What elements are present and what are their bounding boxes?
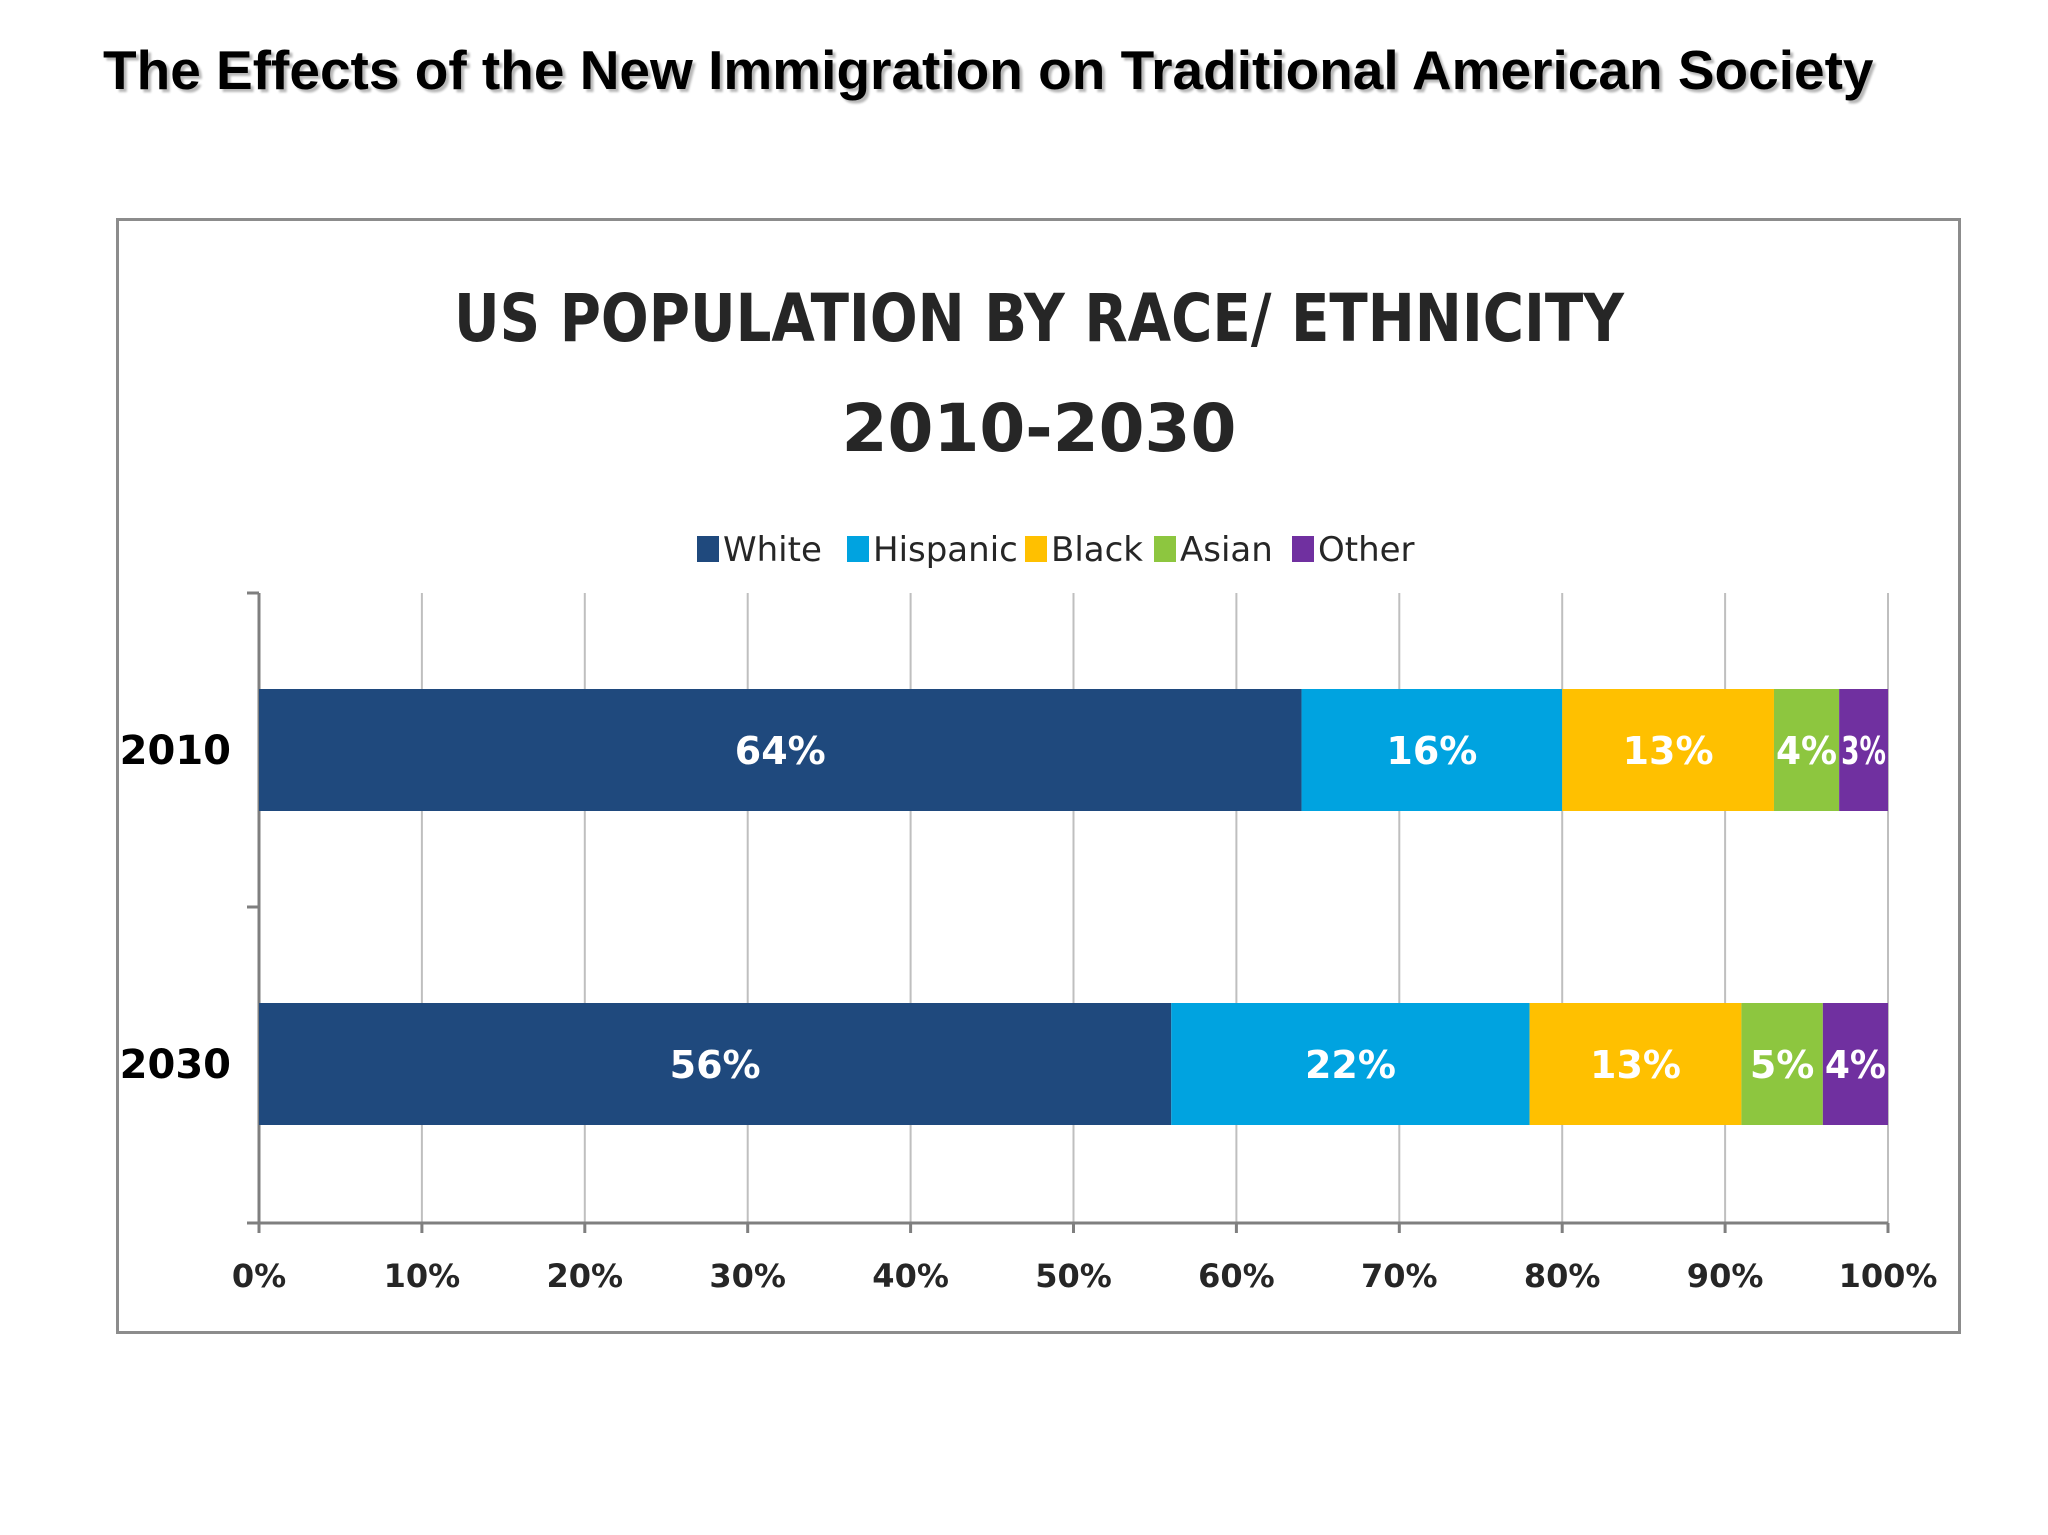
bar-segment xyxy=(259,689,1302,811)
x-tick-label: 90% xyxy=(1687,1257,1764,1295)
bar-segment xyxy=(1562,689,1774,811)
x-tick-label: 20% xyxy=(547,1257,624,1295)
bars: 64% 16% 13% 4% 3%56% 22% 13% 5% 4% xyxy=(259,689,1888,1125)
data-label: 13% xyxy=(1590,1043,1681,1087)
chart-title: US POPULATION BY RACE/ ETHNICITY xyxy=(454,280,1625,357)
legend-swatch xyxy=(697,536,719,562)
legend-label: Other xyxy=(1318,530,1415,570)
x-tick-label: 30% xyxy=(709,1257,786,1295)
bar-segment xyxy=(1773,689,1840,811)
data-label: 16% xyxy=(1386,729,1477,773)
x-tick-label: 100% xyxy=(1839,1257,1938,1295)
bar-segment xyxy=(1839,689,1888,811)
legend-swatch xyxy=(1025,536,1047,562)
category-labels: 2010 2030 xyxy=(120,728,231,1088)
data-label: 13% xyxy=(1623,729,1714,773)
bar-segment xyxy=(259,1003,1172,1125)
x-tick-label: 60% xyxy=(1198,1257,1275,1295)
legend-swatch xyxy=(1292,536,1314,562)
data-label: 5% xyxy=(1750,1043,1815,1087)
legend-swatch xyxy=(1154,536,1176,562)
data-label: 56% xyxy=(670,1043,761,1087)
x-tick-labels: 0% 10% 20% 30% 40% 50% 60% 70% 80% 90% 100% xyxy=(232,1257,1938,1295)
x-tick-label: 0% xyxy=(232,1257,286,1295)
gridlines xyxy=(420,593,1889,1223)
chart-frame: US POPULATION BY RACE/ ETHNICITY 2010-20… xyxy=(116,218,1961,1334)
x-tick-label: 80% xyxy=(1524,1257,1601,1295)
legend-label: Black xyxy=(1051,530,1143,570)
slide-title: The Effects of the New Immigration on Tr… xyxy=(103,39,1874,101)
data-label: 3% xyxy=(1841,729,1886,773)
legend-label: Asian xyxy=(1180,530,1273,570)
stacked-bar-chart: US POPULATION BY RACE/ ETHNICITY 2010-20… xyxy=(120,280,1938,1295)
bar-segment xyxy=(1529,1003,1742,1125)
data-label: 4% xyxy=(1776,729,1837,773)
chart-subtitle: 2010-2030 xyxy=(842,390,1237,467)
data-label: 22% xyxy=(1305,1043,1396,1087)
legend-swatch xyxy=(847,536,869,562)
data-label: 64% xyxy=(735,729,826,773)
x-tick-label: 10% xyxy=(384,1257,461,1295)
bar-segment xyxy=(1822,1003,1888,1125)
bar-segment xyxy=(1741,1003,1823,1125)
legend-label: Hispanic xyxy=(873,530,1018,570)
x-tick-label: 50% xyxy=(1035,1257,1112,1295)
x-tick-label: 70% xyxy=(1361,1257,1438,1295)
category-label: 2010 xyxy=(120,728,231,774)
category-label: 2030 xyxy=(120,1042,231,1088)
chart-legend: White Hispanic Black Asian Other xyxy=(697,530,1415,570)
bar-segment xyxy=(1171,1003,1530,1125)
bar-segment xyxy=(1301,689,1563,811)
x-tick-label: 40% xyxy=(872,1257,949,1295)
legend-label: White xyxy=(723,530,822,570)
data-label: 4% xyxy=(1825,1043,1886,1087)
